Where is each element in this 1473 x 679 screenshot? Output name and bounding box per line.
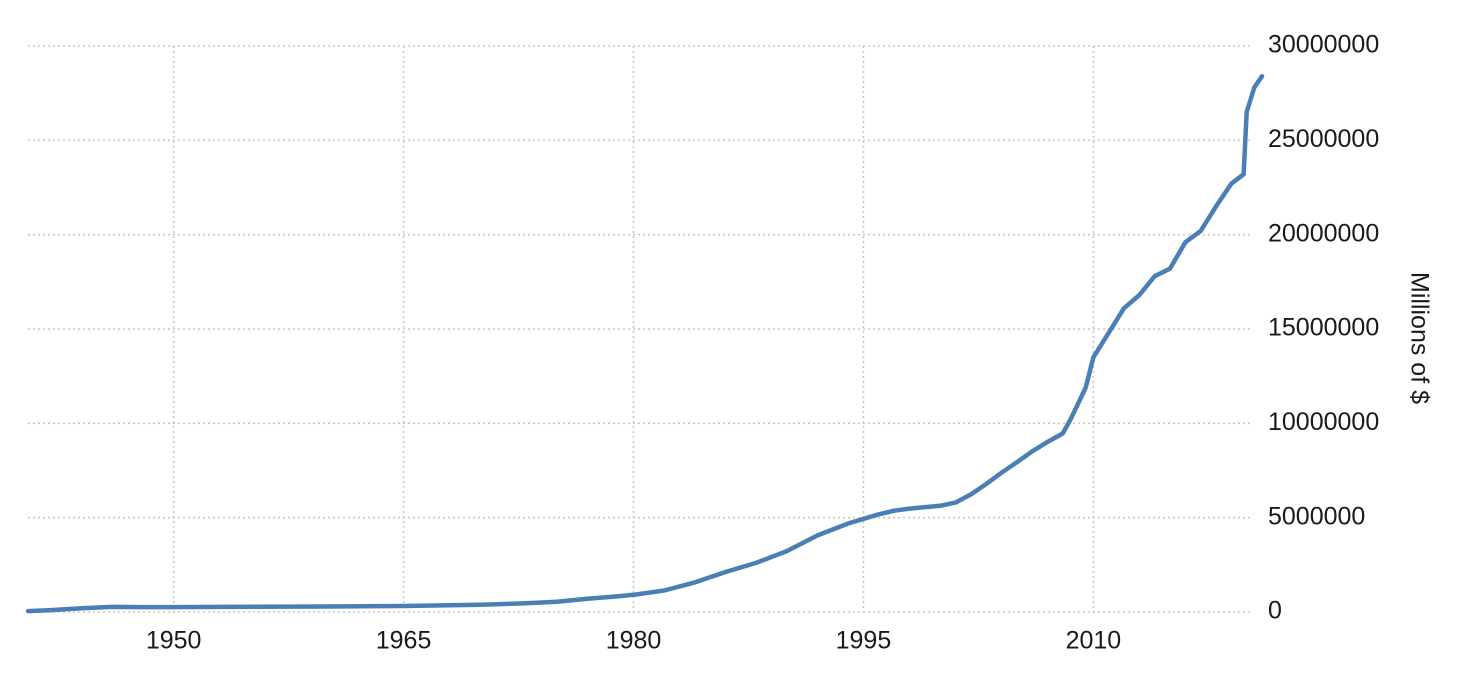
y-tick-label: 20000000	[1268, 219, 1379, 247]
x-axis-ticks: 1950 1965 1980 1995 2010	[146, 627, 1121, 655]
x-tick-label: 1965	[376, 627, 432, 655]
series-line	[25, 73, 1265, 614]
gridlines	[28, 45, 1252, 613]
x-tick-label: 1950	[146, 627, 202, 655]
x-tick-label: 2010	[1066, 627, 1122, 655]
x-tick-label: 1980	[606, 627, 662, 655]
y-tick-label: 0	[1268, 597, 1282, 625]
y-tick-label: 25000000	[1268, 125, 1379, 153]
y-tick-label: 30000000	[1268, 31, 1379, 59]
y-tick-label: 5000000	[1268, 502, 1365, 530]
y-tick-label: 10000000	[1268, 408, 1379, 436]
x-tick-label: 1995	[836, 627, 892, 655]
y-axis-ticks: 0 5000000 10000000 15000000 20000000 25000000…	[1268, 31, 1379, 625]
series-layer	[25, 73, 1265, 614]
y-axis-title: Millions of $	[1405, 272, 1433, 404]
y-tick-label: 15000000	[1268, 314, 1379, 342]
